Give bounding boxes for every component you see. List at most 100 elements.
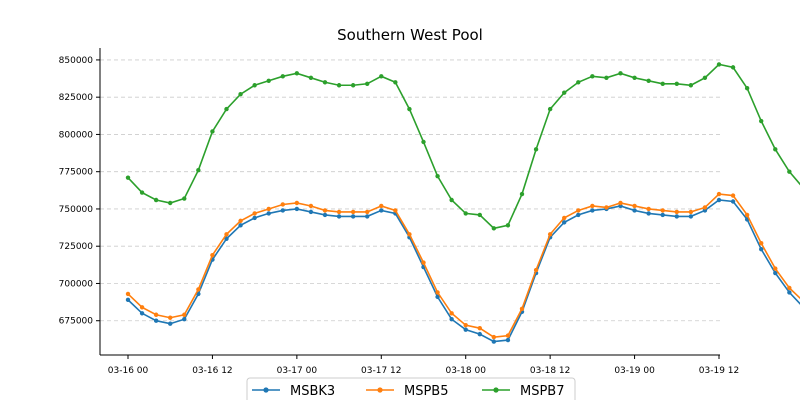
x-axis-ticks: 03-16 00 03-16 12 03-17 00 03-17 12 03-18 00… [108, 355, 739, 376]
data-point-mspb7 [449, 197, 454, 203]
data-point-mspb7 [238, 91, 243, 97]
data-point-msbk3 [787, 290, 792, 295]
legend-swatch-marker [263, 387, 269, 393]
data-point-msbk3 [632, 208, 637, 213]
data-point-mspb5 [491, 334, 497, 340]
data-point-mspb5 [435, 290, 440, 295]
data-point-mspb7 [196, 168, 201, 173]
data-point-mspb7 [379, 74, 384, 79]
data-point-mspb5 [702, 205, 708, 210]
legend-label: MSPB7 [520, 384, 565, 399]
data-point-mspb5 [125, 291, 131, 297]
data-point-mspb7 [491, 226, 497, 231]
legend: MSBK3 MSPB5 MSPB7 [246, 377, 576, 400]
y-tick-label: 850000 [59, 56, 94, 66]
series-line-mspb5 [127, 193, 800, 338]
data-point-mspb7 [153, 197, 159, 203]
data-point-mspb7 [393, 80, 398, 85]
data-point-mspb7 [505, 223, 511, 228]
data-point-mspb5 [294, 200, 300, 206]
y-tick-label: 725000 [59, 242, 94, 252]
data-point-msbk3 [336, 214, 342, 219]
data-point-mspb5 [308, 203, 314, 209]
data-point-msbk3 [280, 208, 285, 213]
legend-swatch-marker [377, 387, 383, 393]
y-tick-label: 675000 [59, 317, 94, 327]
data-point-mspb7 [139, 190, 145, 195]
x-tick-label: 03-17 00 [277, 366, 318, 376]
series-mspb7 [125, 62, 800, 231]
data-point-msbk3 [463, 327, 468, 332]
x-tick-label: 03-18 12 [530, 366, 570, 376]
data-point-mspb5 [604, 205, 609, 210]
data-point-mspb7 [435, 173, 440, 179]
y-tick-label: 775000 [59, 168, 94, 178]
data-point-mspb5 [350, 209, 356, 215]
data-point-mspb5 [632, 203, 637, 209]
data-point-mspb5 [280, 202, 285, 207]
data-point-mspb7 [688, 83, 694, 88]
data-point-mspb5 [379, 203, 384, 209]
data-point-mspb7 [716, 62, 722, 67]
data-point-mspb5 [168, 315, 173, 320]
data-point-msbk3 [449, 317, 454, 322]
data-point-mspb5 [730, 193, 736, 198]
data-point-msbk3 [266, 211, 271, 216]
data-point-msbk3 [139, 311, 145, 316]
data-point-msbk3 [350, 214, 356, 219]
data-point-mspb5 [238, 218, 243, 224]
data-point-mspb5 [688, 209, 694, 215]
data-point-mspb5 [533, 267, 539, 273]
y-axis-ticks: 675000 700000 725000 750000 775000 800000 8250… [59, 56, 100, 327]
data-point-mspb7 [759, 118, 764, 124]
data-point-mspb5 [139, 305, 145, 310]
data-point-mspb7 [294, 71, 300, 76]
data-point-mspb7 [182, 196, 187, 201]
series-line-mspb7 [127, 63, 800, 230]
data-point-msbk3 [590, 208, 595, 213]
legend-label: MSBK3 [290, 384, 335, 399]
data-point-msbk3 [674, 214, 679, 219]
data-point-mspb5 [210, 252, 215, 258]
series-mspb5 [125, 191, 800, 340]
data-point-msbk3 [646, 211, 651, 216]
data-point-mspb7 [224, 106, 229, 112]
data-point-mspb5 [562, 215, 567, 221]
data-point-msbk3 [688, 214, 694, 219]
data-point-mspb5 [505, 333, 511, 338]
data-point-mspb7 [660, 81, 665, 86]
y-tick-label: 800000 [59, 130, 94, 140]
x-tick-label: 03-19 12 [699, 366, 739, 376]
data-point-mspb5 [393, 208, 398, 213]
data-point-mspb7 [562, 90, 567, 95]
chart-title: Southern West Pool [337, 26, 483, 44]
series-group [125, 62, 800, 344]
data-point-mspb5 [716, 191, 722, 197]
data-point-msbk3 [477, 331, 482, 337]
data-point-msbk3 [773, 270, 778, 276]
data-point-mspb5 [421, 260, 426, 265]
data-point-mspb7 [252, 83, 257, 88]
data-point-msbk3 [294, 206, 300, 212]
data-point-mspb7 [308, 75, 314, 81]
series-msbk3 [125, 197, 800, 344]
data-point-msbk3 [308, 209, 314, 215]
x-tick-label: 03-16 00 [108, 366, 149, 376]
data-point-msbk3 [562, 220, 567, 225]
data-point-mspb7 [773, 147, 778, 152]
legend-entry-mspb5: MSPB5 [366, 384, 449, 399]
legend-label: MSPB5 [404, 384, 449, 399]
data-point-msbk3 [491, 339, 497, 344]
x-tick-label: 03-19 00 [614, 366, 655, 376]
data-point-mspb7 [533, 147, 539, 152]
data-point-mspb7 [646, 78, 651, 83]
data-point-mspb7 [547, 106, 553, 112]
legend-entry-mspb7: MSPB7 [482, 384, 565, 399]
data-point-mspb7 [604, 75, 609, 81]
data-point-msbk3 [125, 297, 131, 303]
data-point-msbk3 [238, 223, 243, 228]
axes [99, 48, 720, 356]
data-point-mspb5 [196, 287, 201, 292]
data-point-mspb5 [407, 232, 412, 237]
data-point-msbk3 [252, 215, 257, 221]
